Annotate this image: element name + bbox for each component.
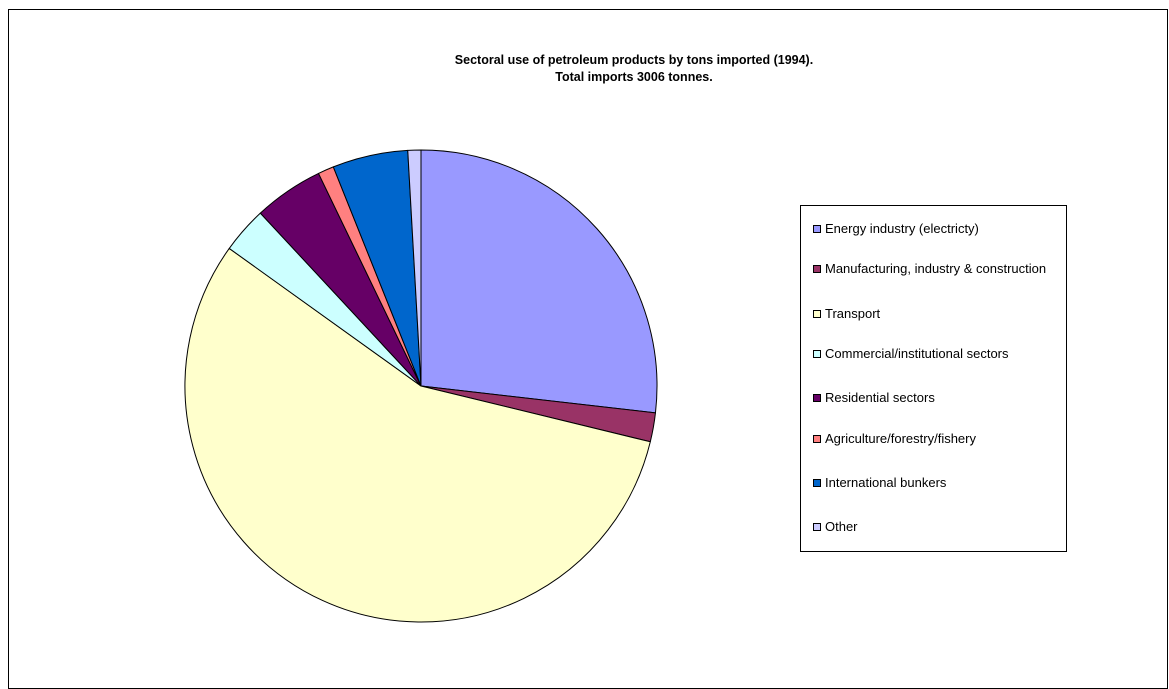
legend-label: Energy industry (electricty) (825, 221, 979, 236)
chart-legend: Energy industry (electricty) Manufacturin… (800, 205, 1067, 552)
legend-label: Other (825, 519, 858, 534)
legend-label: Transport (825, 306, 881, 321)
legend-swatch (813, 350, 821, 358)
chart-subtitle: Total imports 3006 tonnes. (555, 70, 713, 84)
legend-swatch (813, 435, 821, 443)
legend-swatch (813, 394, 821, 402)
legend-swatch (813, 523, 821, 531)
legend-label: Agriculture/forestry/fishery (825, 431, 976, 446)
legend-swatch (813, 265, 821, 273)
legend-swatch (813, 225, 821, 233)
chart-title: Sectoral use of petroleum products by to… (454, 53, 814, 67)
pie-slice-3 (184, 247, 651, 623)
legend-label: Residential sectors (825, 390, 935, 405)
legend-item-8: Other (813, 520, 1063, 534)
legend-label: Commercial/institutional sectors (825, 346, 1009, 361)
legend-item-1: Energy industry (electricty) (813, 222, 1063, 236)
pie-slice-1 (420, 149, 658, 414)
legend-item-6: Agriculture/forestry/fishery (813, 432, 1063, 446)
legend-swatch (813, 310, 821, 318)
legend-label: Manufacturing, industry & construction (825, 261, 1047, 276)
pie-slice-8 (407, 149, 422, 387)
legend-item-7: International bunkers (813, 476, 1063, 490)
pie-chart (184, 149, 658, 623)
legend-item-3: Transport (813, 307, 1063, 321)
legend-item-5: Residential sectors (813, 391, 1063, 405)
legend-item-2: Manufacturing, industry & construction (813, 262, 1063, 276)
legend-item-4: Commercial/institutional sectors (813, 347, 1063, 361)
legend-swatch (813, 479, 821, 487)
chart-title-block: Sectoral use of petroleum products by to… (9, 52, 1169, 86)
legend-label: International bunkers (825, 475, 947, 490)
